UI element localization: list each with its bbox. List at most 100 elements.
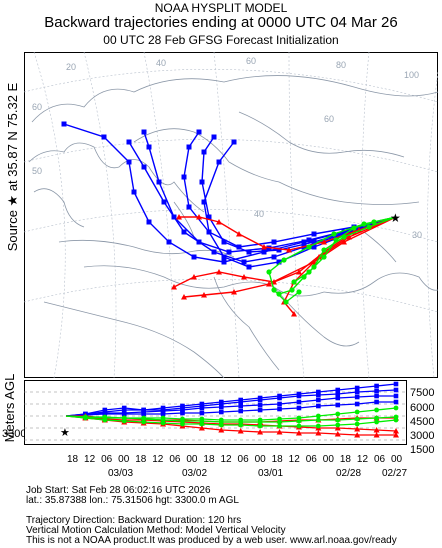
parallel-line xyxy=(24,209,438,243)
meridian-line xyxy=(143,52,175,378)
trajectory-marker xyxy=(226,249,232,255)
trajectory-marker xyxy=(276,291,282,297)
trajectory-marker xyxy=(371,219,377,225)
hour-tick: 18 xyxy=(272,454,284,465)
trajectory-marker xyxy=(246,264,252,270)
hour-tick: 18 xyxy=(340,454,352,465)
trajectory-marker xyxy=(221,239,227,245)
height-marker xyxy=(393,387,399,393)
trajectory-marker xyxy=(171,214,177,220)
height-marker xyxy=(393,432,399,438)
height-marker xyxy=(199,416,205,422)
height-marker xyxy=(354,421,360,427)
grid-label: 40 xyxy=(254,209,264,219)
height-marker xyxy=(315,417,321,423)
height-marker xyxy=(257,402,263,408)
height-marker xyxy=(296,415,302,421)
trajectory-paths xyxy=(61,121,397,317)
method-text: Vertical Motion Calculation Method: Mode… xyxy=(26,525,286,536)
trajectory-marker xyxy=(281,257,287,263)
height-marker xyxy=(354,401,360,407)
height-profiles xyxy=(65,381,399,438)
date-tick-labels: 03/03 03/02 03/01 02/28 02/27 xyxy=(108,468,407,479)
trajectory-marker xyxy=(181,294,187,300)
meridian-line xyxy=(288,52,305,378)
date-tick: 03/02 xyxy=(182,468,207,479)
height-marker xyxy=(238,408,244,414)
trajectory-marker xyxy=(261,244,267,250)
trajectory-map: 20 40 60 80 100 40 50 60 60 30 ★ xyxy=(24,52,438,378)
height-trace xyxy=(65,415,397,432)
height-marker xyxy=(315,423,321,429)
height-marker xyxy=(374,383,379,389)
height-marker xyxy=(257,397,263,403)
height-marker xyxy=(393,393,399,399)
height-marker xyxy=(335,395,341,401)
height-marker xyxy=(335,391,341,397)
grid-label: 80 xyxy=(336,60,346,70)
height-marker xyxy=(199,405,205,411)
hour-tick: 12 xyxy=(289,454,301,465)
grid-label: 20 xyxy=(66,62,76,72)
trajectory-marker xyxy=(186,144,192,150)
trajectory-marker xyxy=(211,134,217,140)
meridian-line xyxy=(33,52,66,378)
trajectory-line xyxy=(143,131,397,253)
trajectory-marker xyxy=(101,134,107,140)
trajectory-marker xyxy=(61,121,67,127)
height-marker xyxy=(141,411,146,417)
trajectory-marker xyxy=(276,247,282,253)
trajectory-marker xyxy=(321,254,327,260)
height-marker xyxy=(354,416,360,422)
height-marker xyxy=(238,399,244,405)
grid-label: 60 xyxy=(324,114,334,124)
height-marker xyxy=(335,411,341,417)
height-marker xyxy=(180,416,185,422)
meridian-line xyxy=(361,52,370,378)
hour-tick: 12 xyxy=(84,454,96,465)
trajectory-marker xyxy=(306,244,312,250)
hour-tick: 12 xyxy=(152,454,164,465)
country-boundaries xyxy=(28,75,438,378)
height-marker xyxy=(218,427,225,433)
trajectory-marker xyxy=(311,244,317,250)
height-marker xyxy=(315,413,321,419)
height-tick: 7500 xyxy=(410,387,434,399)
height-marker xyxy=(296,393,302,399)
trajectory-marker xyxy=(206,229,212,235)
height-marker xyxy=(296,423,302,429)
date-tick: 02/27 xyxy=(382,468,407,479)
start-height-label: 3300 xyxy=(2,428,27,440)
hour-tick: 12 xyxy=(220,454,232,465)
height-marker xyxy=(316,403,321,409)
trajectory-marker xyxy=(351,225,357,231)
trajectory-marker xyxy=(231,289,237,295)
trajectory-marker xyxy=(291,279,297,285)
height-marker xyxy=(393,405,399,411)
height-marker xyxy=(121,407,127,413)
height-marker xyxy=(276,429,283,435)
trajectory-marker xyxy=(166,239,172,245)
height-marker xyxy=(121,411,127,417)
trajectory-marker xyxy=(236,244,242,250)
height-marker xyxy=(238,403,244,409)
parallel-line xyxy=(24,279,438,313)
trajectory-marker xyxy=(296,289,302,295)
height-marker xyxy=(354,394,360,400)
height-marker xyxy=(393,399,399,405)
hour-tick: 00 xyxy=(118,454,130,465)
height-trace xyxy=(65,415,397,427)
height-marker xyxy=(374,399,379,405)
job-start-text: Job Start: Sat Feb 28 06:02:16 UTC 2026 xyxy=(26,485,211,496)
height-marker xyxy=(218,417,224,423)
height-marker xyxy=(160,408,166,414)
trajectory-marker xyxy=(241,259,247,265)
location-text: lat.: 35.87388 lon.: 75.31506 hgt: 3300.… xyxy=(26,495,239,506)
grid-labels: 20 40 60 80 100 40 50 60 60 30 xyxy=(32,56,422,240)
disclaimer-text: This is not a NOAA product.It was produc… xyxy=(26,535,397,546)
height-trace xyxy=(65,401,396,417)
height-marker xyxy=(180,407,185,413)
trajectory-marker xyxy=(331,231,337,237)
trajectory-marker xyxy=(176,214,182,220)
height-marker xyxy=(296,405,302,411)
